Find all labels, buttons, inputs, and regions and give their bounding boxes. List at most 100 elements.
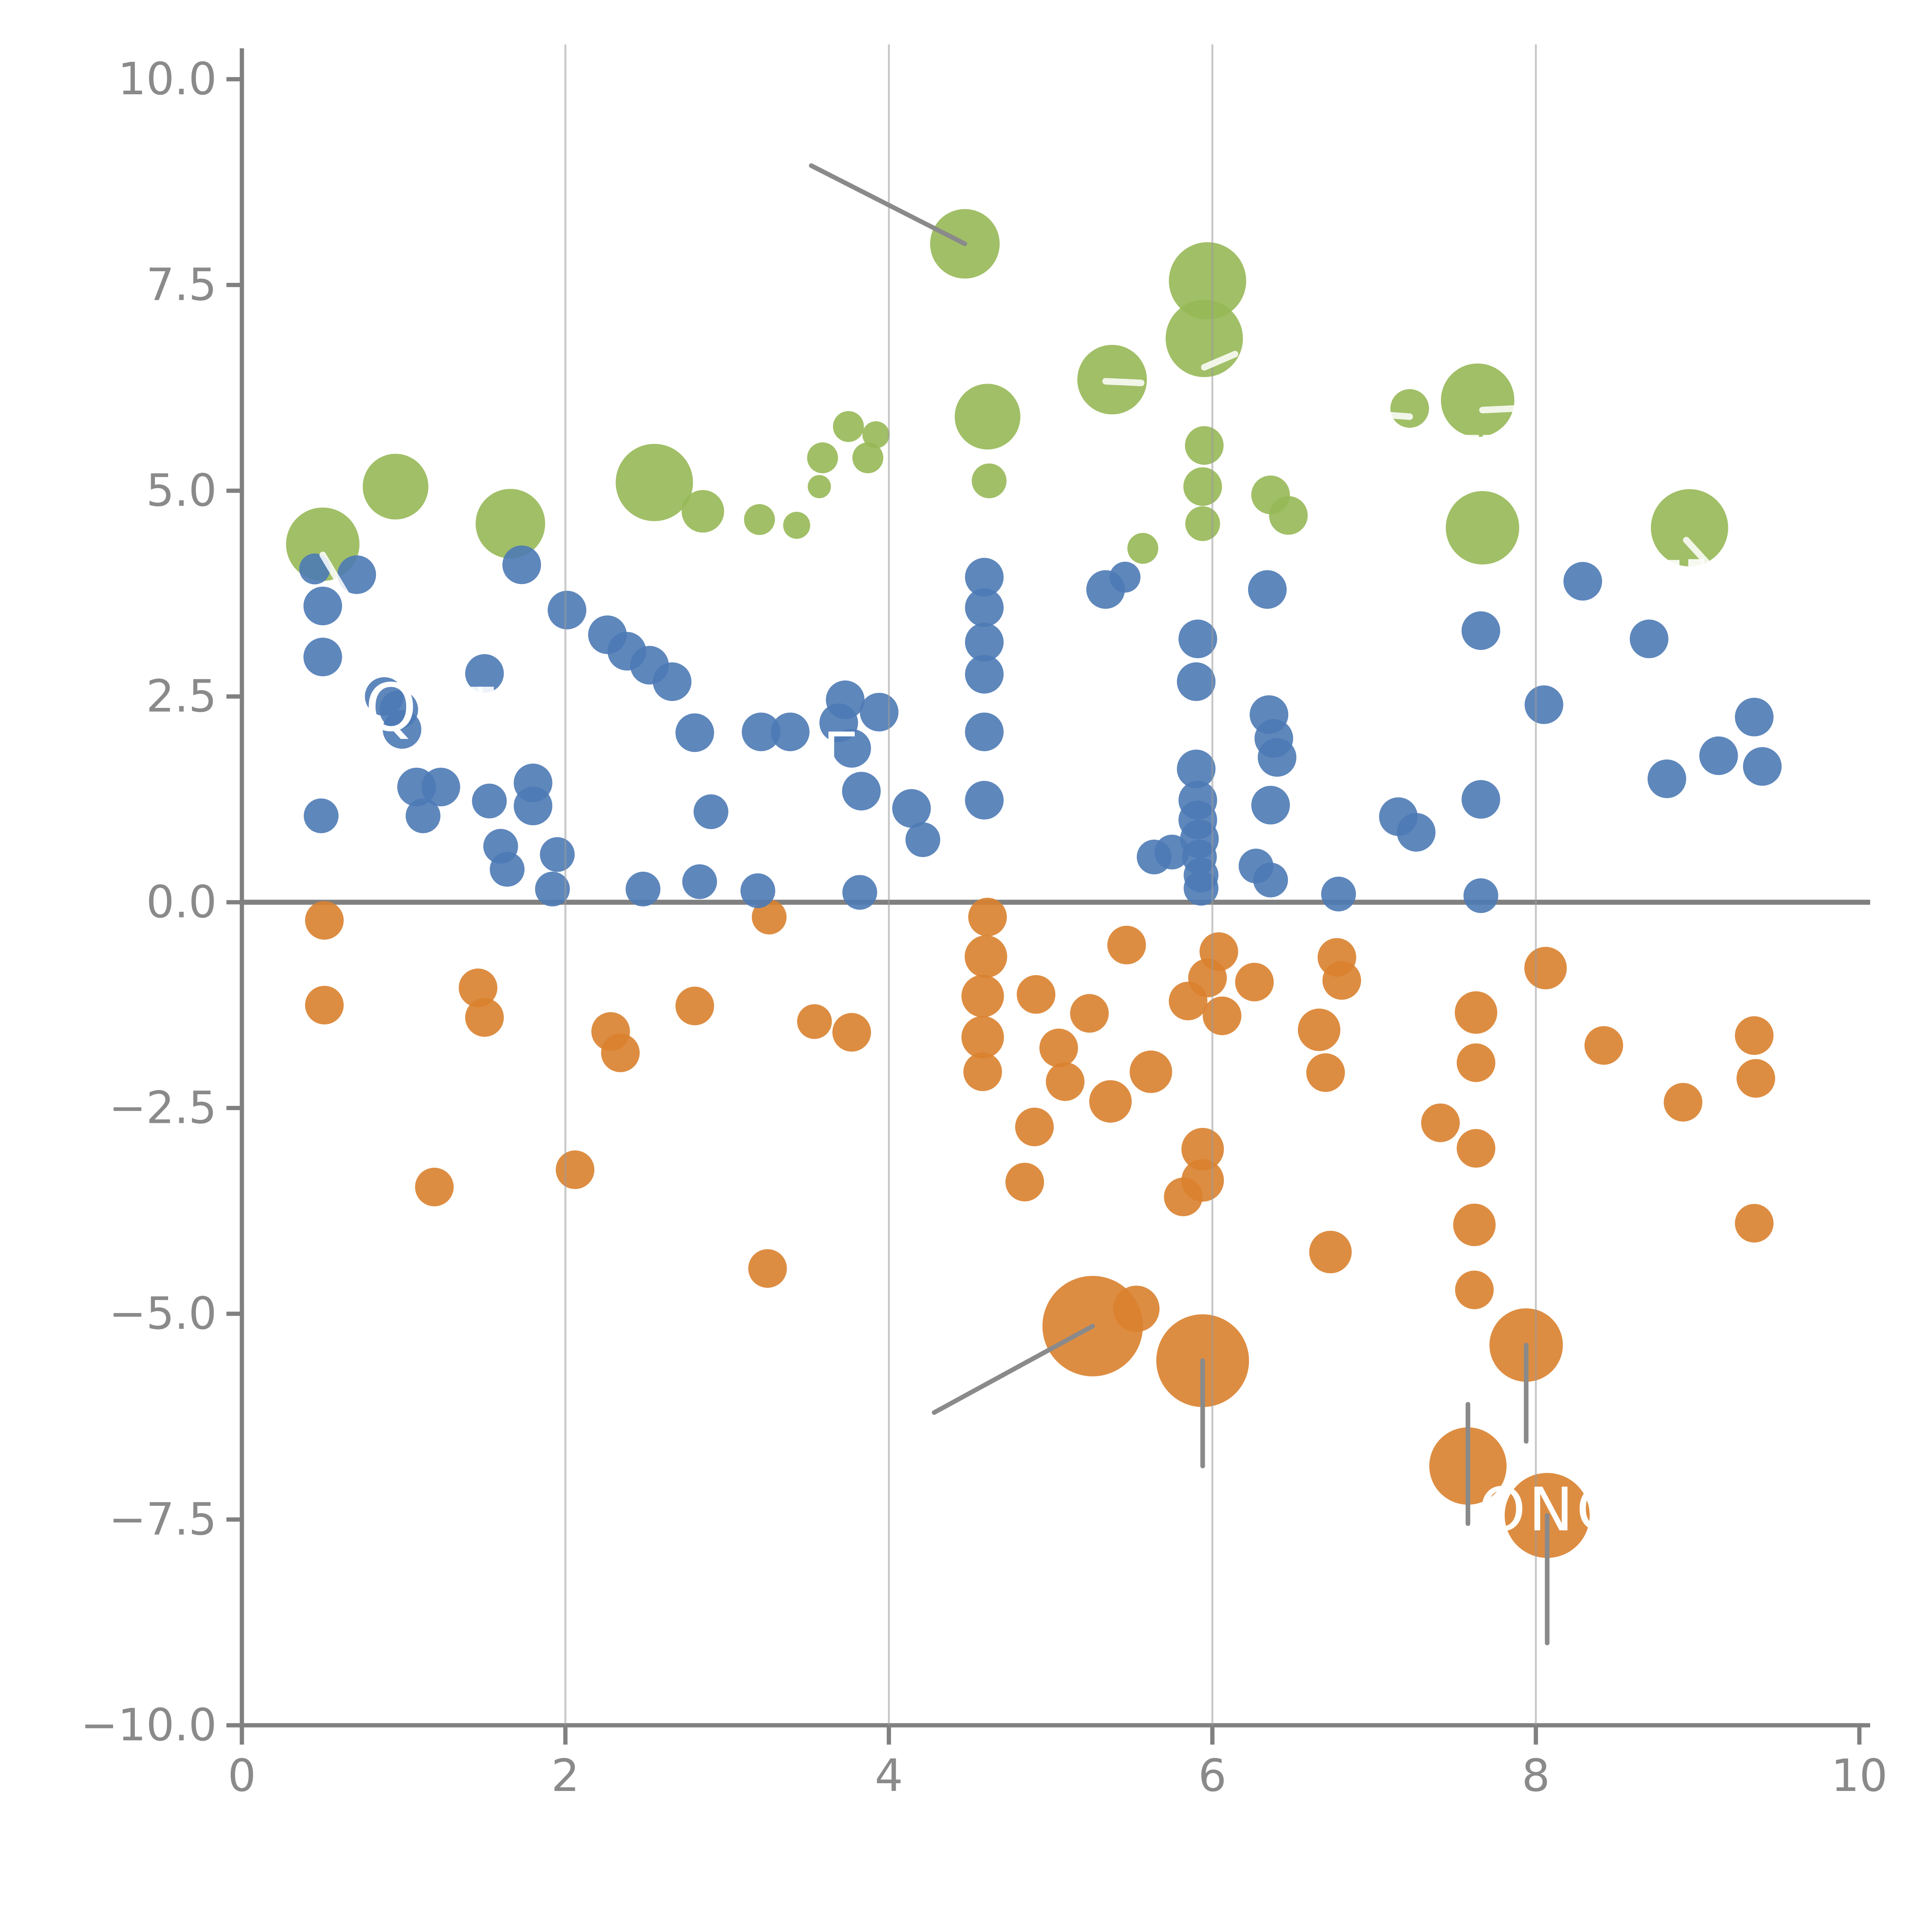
bubble-group-positive-low: [304, 798, 339, 833]
bubble-group-negative: [465, 998, 504, 1037]
bubble-group-negative: [968, 898, 1007, 937]
bubble-group-negative: [1129, 1050, 1172, 1093]
bubble-group-positive-low: [383, 710, 422, 749]
bubble-group-negative: [1005, 1163, 1044, 1202]
x-tick-label: 10: [1831, 1750, 1888, 1802]
bubble-group-positive-high: [1185, 426, 1224, 465]
bubble-group-negative: [1235, 963, 1274, 1002]
bubble-group-negative: [1113, 1286, 1160, 1332]
x-tick-label: 4: [875, 1750, 903, 1802]
bubble-group-negative: [415, 1167, 454, 1206]
bubble-group-negative: [964, 935, 1007, 978]
bubble-group-positive-low: [1629, 619, 1668, 658]
white-label-notch: [478, 687, 494, 697]
bubble-group-positive-low: [742, 713, 781, 752]
bubble-group-negative: [1164, 1177, 1203, 1216]
bubble-group-positive-low: [1647, 759, 1686, 798]
bubble-group-negative: [1070, 994, 1109, 1033]
leader-line: [809, 163, 968, 246]
white-label-stroke: [1384, 412, 1413, 420]
bubble-group-positive-low: [965, 713, 1004, 752]
bubble-group-negative: [1015, 1107, 1054, 1146]
bubble-group-positive-low: [303, 638, 342, 677]
bubble-group-positive-high: [783, 512, 810, 539]
bubble-group-negative: [963, 1052, 1002, 1091]
bubble-group-positive-low: [1463, 878, 1498, 913]
bubble-group-negative: [1735, 1204, 1774, 1243]
bubble-group-negative: [675, 986, 714, 1026]
bubble-group-positive-low: [892, 789, 931, 828]
y-tick-label: 0.0: [146, 876, 217, 928]
bubble-group-positive-low: [472, 784, 507, 819]
bubble-group-positive-high: [744, 504, 775, 535]
bubble-group-negative: [1456, 1129, 1495, 1168]
bubble-group-positive-low: [675, 713, 714, 752]
bubble-group-negative: [1524, 947, 1567, 990]
bubble-group-negative: [1107, 925, 1146, 964]
x-tick-label: 2: [551, 1750, 580, 1802]
bubble-group-positive-low: [1699, 736, 1738, 775]
bubble-group-positive-low: [771, 713, 810, 752]
bubble-group-negative: [1735, 1016, 1774, 1055]
bubble-group-positive-high: [362, 454, 429, 520]
leader-line: [932, 1323, 1095, 1415]
bubble-group-positive-low: [490, 852, 525, 887]
bubble-group-positive-low: [1178, 619, 1217, 658]
bubble-group-negative: [748, 1249, 787, 1288]
white-label-stroke: [643, 528, 672, 572]
bubble-group-positive-low: [303, 587, 342, 626]
bubble-group-positive-low: [965, 558, 1004, 597]
white-label-stroke: [1479, 405, 1520, 413]
white-label-fragment: Q: [365, 670, 420, 746]
bubble-group-positive-low: [1743, 747, 1782, 786]
white-label-stroke: [1683, 537, 1711, 566]
bubble-group-positive-low: [1735, 697, 1774, 736]
bubble-group-positive-high: [1651, 489, 1728, 566]
bubble-group-positive-high: [954, 384, 1020, 450]
bubble-group-positive-high: [1183, 467, 1222, 506]
y-tick-label: 2.5: [146, 671, 217, 723]
bubble-group-positive-low: [1154, 835, 1189, 870]
white-label-notch: [1688, 559, 1704, 569]
bubble-group-positive-low: [682, 864, 717, 899]
bubble-group-positive-low: [421, 767, 460, 806]
bubble-group-positive-low: [626, 871, 661, 906]
bubble-group-positive-high: [808, 475, 831, 498]
x-tick-label: 0: [228, 1750, 256, 1802]
bubble-group-negative: [305, 986, 344, 1025]
bubble-group-positive-low: [1253, 862, 1288, 898]
bubble-group-negative: [1453, 1203, 1496, 1246]
bubble-group-negative: [1202, 996, 1242, 1035]
bubble-group-positive-high: [1269, 496, 1308, 535]
bubble-group-positive-low: [548, 590, 587, 629]
bubble-group-negative: [1017, 975, 1056, 1014]
bubble-group-positive-high: [475, 489, 545, 559]
bubble-group-negative: [1168, 981, 1208, 1020]
bubble-group-negative: [305, 901, 344, 940]
bubble-group-positive-high: [833, 411, 864, 442]
bubble-group-negative: [1584, 1026, 1623, 1065]
bubble-group-positive-high: [1169, 242, 1247, 320]
bubble-group-positive-low: [1248, 570, 1287, 609]
bubble-group-positive-low: [842, 772, 881, 811]
white-label-fragment: Γ: [823, 721, 858, 788]
y-tick-label: 10.0: [118, 53, 217, 105]
bubble-group-negative: [1454, 991, 1497, 1034]
bubble-group-positive-low: [693, 794, 728, 829]
bubble-group-negative: [1089, 1080, 1132, 1123]
bubble-group-positive-low: [860, 692, 899, 731]
bubble-group-negative: [1322, 961, 1361, 1000]
bubble-group-negative: [961, 1016, 1004, 1059]
y-tick-label: 5.0: [146, 465, 217, 517]
bubble-group-negative: [1046, 1062, 1085, 1101]
white-label-notch: [1664, 560, 1680, 570]
bubble-group-positive-high: [862, 421, 889, 449]
bubble-group-positive-high: [1185, 506, 1220, 541]
bubble-group-negative: [1309, 1231, 1352, 1274]
bubble-group-positive-high: [971, 463, 1007, 498]
bubble-group-positive-low: [740, 873, 776, 908]
white-label-stroke: [1201, 350, 1238, 371]
bubble-group-negative: [1456, 1043, 1495, 1082]
bubble-group-positive-low: [502, 545, 541, 584]
bubble-group-negative: [797, 1004, 832, 1039]
